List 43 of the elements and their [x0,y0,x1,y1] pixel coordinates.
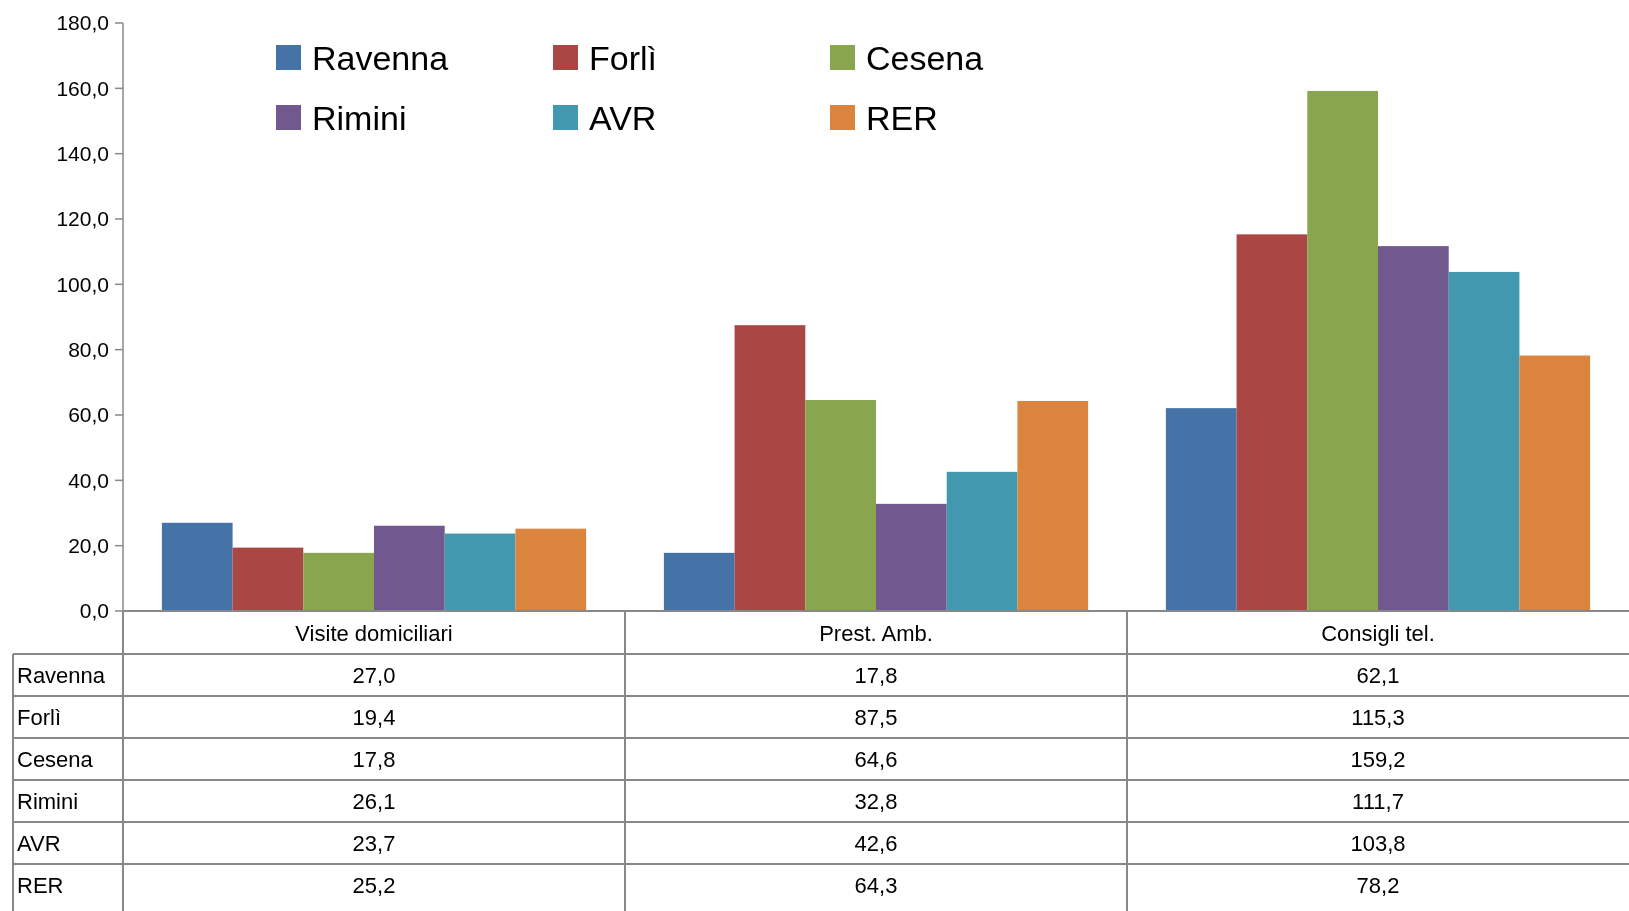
data-label: 87,5 [854,704,898,730]
data-label: 32,8 [854,788,898,814]
x-tick-label: Consigli tel. [1321,621,1435,647]
data-label: 103,8 [1350,830,1406,856]
data-label: 64,3 [854,872,898,898]
data-label: 25,2 [352,872,396,898]
data-label: 78,2 [1356,872,1400,898]
text: Rimini [17,788,79,814]
data-label: 159,2 [1350,746,1406,772]
y-tick-label: 120,0 [56,207,109,231]
y-tick-label: 0,0 [79,599,109,623]
y-tick-label: 20,0 [68,534,109,558]
data-label: 111,7 [1352,788,1404,814]
legend-label: Ravenna [312,38,449,77]
legend-label: Rimini [312,98,407,137]
text: Cesena [17,746,93,772]
data-label: 23,7 [352,830,396,856]
data-label: 42,6 [854,830,898,856]
data-label: 27,0 [352,662,396,688]
legend-label: Forlì [589,38,657,77]
text: AVR [17,830,61,856]
text: RER [17,872,64,898]
text: Forlì [17,704,61,730]
data-label: 19,4 [352,704,396,730]
legend-label: RER [866,98,938,137]
y-tick-label: 180,0 [56,11,109,35]
data-label: 115,3 [1351,704,1405,730]
y-tick-label: 160,0 [56,76,109,100]
data-label: 26,1 [352,788,396,814]
text: Ravenna [17,662,106,688]
x-tick-label: Visite domiciliari [295,621,453,647]
legend-label: AVR [589,98,657,137]
data-label: 17,8 [854,662,898,688]
y-tick-label: 80,0 [68,338,109,362]
y-tick-label: 40,0 [68,468,109,492]
x-tick-label: Prest. Amb. [819,621,933,647]
y-tick-label: 140,0 [56,142,109,166]
legend-label: Cesena [866,38,984,77]
y-tick-label: 60,0 [68,403,109,427]
y-tick-label: 100,0 [56,272,109,296]
data-label: 62,1 [1356,662,1400,688]
data-label: 64,6 [854,746,898,772]
data-label: 17,8 [352,746,396,772]
